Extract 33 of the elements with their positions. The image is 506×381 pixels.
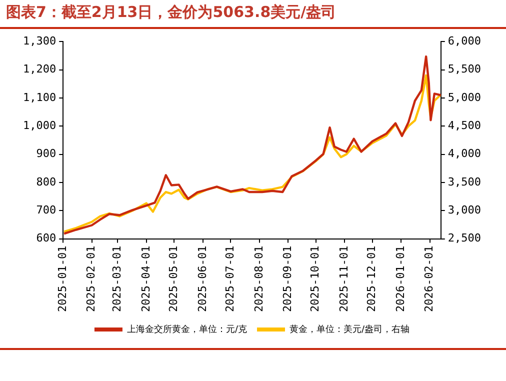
x-tick-label: 2026-02-01 [422, 246, 436, 312]
x-tick-label: 2025-03-01 [110, 246, 124, 312]
y2-tick-label: 4,500 [448, 118, 482, 132]
y2-tick-label: 6,000 [448, 34, 482, 48]
x-tick-label: 2025-07-01 [224, 246, 237, 312]
x-tick-label: 2025-09-01 [280, 246, 294, 312]
y-tick-label: 1,200 [22, 62, 56, 76]
y-tick-label: 600 [36, 232, 56, 245]
x-tick-label: 2025-12-01 [365, 246, 378, 312]
y-tick-label: 700 [36, 203, 56, 216]
y2-tick-label: 4,000 [448, 147, 482, 160]
y2-tick-label: 2,500 [448, 232, 482, 245]
y-tick-label: 1,300 [22, 34, 56, 48]
x-tick-label: 2025-08-01 [252, 246, 266, 312]
y-tick-label: 1,100 [22, 90, 56, 104]
x-tick-label: 2025-11-01 [337, 246, 350, 312]
x-tick-label: 2026-01-01 [394, 246, 407, 312]
y-tick-label: 1,000 [22, 118, 56, 132]
x-tick-label: 2025-01-01 [56, 246, 69, 312]
y-tick-label: 900 [36, 147, 56, 160]
legend-label: 上海金交所黄金，单位：元/克 [126, 324, 248, 335]
y2-tick-label: 3,500 [448, 175, 482, 188]
y2-tick-label: 3,000 [448, 203, 482, 216]
x-tick-label: 2025-04-01 [139, 246, 152, 312]
y2-tick-label: 5,000 [448, 90, 482, 104]
x-tick-label: 2025-05-01 [167, 246, 180, 312]
chart-title: 图表7：截至2月13日，金价为5063.8美元/盎司 [6, 3, 336, 22]
y2-tick-label: 5,500 [448, 62, 482, 76]
x-tick-label: 2025-10-01 [308, 246, 322, 312]
legend-label: 黄金，单位：美元/盎司，右轴 [290, 324, 410, 335]
y-tick-label: 800 [36, 175, 56, 188]
x-tick-label: 2025-06-01 [196, 246, 209, 312]
x-tick-label: 2025-02-01 [84, 246, 98, 312]
